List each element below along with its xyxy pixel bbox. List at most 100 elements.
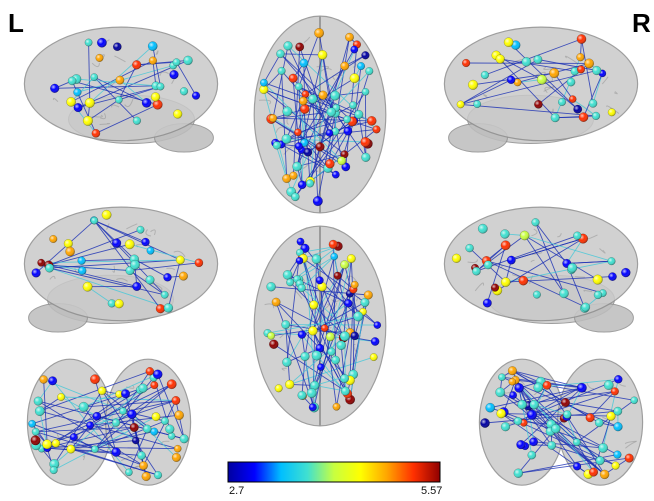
network-node-shading [114,299,124,309]
network-node-shading [509,391,517,399]
network-node-shading [119,407,127,415]
sulcus [145,229,152,237]
network-node-shading [141,472,151,481]
network-node-shading [115,96,123,104]
network-node-shading [327,347,336,356]
sulcus [624,440,637,445]
network-node-shading [300,352,310,361]
network-node-shading [85,98,95,108]
network-node-shading [73,103,83,112]
network-edge [314,384,346,392]
network-node-shading [84,38,93,47]
network-node-shading [558,98,566,106]
network-node-shading [621,268,631,278]
network-node-shading [341,162,350,172]
network-node-shading [90,374,100,384]
network-edge [298,32,320,87]
network-node-shading [349,101,357,109]
sulcus [533,391,538,396]
network-node-shading [495,54,505,64]
network-node-shading [340,61,349,71]
network-node-shading [311,350,322,361]
network-node-shading [139,461,148,470]
network-node-shading [610,387,619,396]
network-edge [289,260,300,283]
network-node-shading [573,462,581,471]
network-edge [94,220,181,261]
network-node-shading [281,320,290,329]
network-edge [553,72,574,100]
network-node-shading [613,407,622,416]
network-node-shading [149,56,157,65]
network-node-shading [613,422,623,432]
network-node-shading [588,99,598,108]
view-coronal-front [478,358,644,486]
network-edge [302,258,331,337]
network-node-shading [592,274,603,285]
network-node-shading [303,148,312,157]
network-edge [592,73,603,104]
network-node-shading [174,410,184,420]
right-hemisphere-label: R [632,8,651,38]
network-node-shading [604,380,614,390]
network-edge [87,99,120,122]
network-node-shading [163,303,173,313]
network-node-shading [98,386,106,395]
network-node-shading [566,78,576,87]
network-edge [267,315,359,334]
view-left-medial [23,206,219,333]
network-edge [152,60,157,86]
network-node-shading [344,299,353,308]
network-node-shading [340,260,349,269]
network-edge [518,387,578,443]
network-node-shading [595,418,604,427]
network-edge [122,371,151,412]
network-node-shading [107,299,116,308]
network-node-shading [28,420,36,428]
view-left-lateral [23,26,219,153]
network-edge [298,86,305,143]
network-node-shading [121,389,130,399]
network-edge [531,386,582,416]
network-node-shading [332,403,341,411]
sulcus [106,223,110,230]
network-node-shading [92,412,101,421]
network-edge [46,400,177,445]
network-edge [512,370,591,419]
network-node-shading [165,424,175,434]
network-node-shading [148,41,158,51]
network-edge [263,82,372,122]
network-node-shading [129,423,139,432]
network-node-shading [360,298,370,307]
network-edge [460,79,512,105]
network-node-shading [521,57,532,67]
network-node-shading [172,453,181,462]
network-node-shading [462,59,470,67]
network-edge [490,387,582,409]
sulcus [619,383,626,387]
network-edge [576,441,594,473]
network-edge [271,118,347,168]
network-node-shading [295,82,303,91]
network-edge [39,410,178,450]
network-node-shading [513,78,522,87]
network-node-shading [500,229,510,239]
network-node-shading [456,100,465,109]
network-node-shading [584,58,594,69]
network-node-shading [296,249,304,257]
network-edge [576,441,616,466]
network-node-shading [473,100,481,108]
network-node-shading [465,244,474,253]
network-edge [332,244,339,276]
network-node-shading [496,408,506,419]
network-node-shading [340,374,349,383]
network-node-shading [598,443,608,453]
network-node-shading [33,396,43,406]
network-node-shading [35,406,45,416]
network-node-shading [183,55,193,65]
sulcus [151,282,163,291]
network-edge [134,258,168,278]
network-node-shading [336,340,346,350]
network-edge [512,370,583,389]
network-node-shading [353,311,364,322]
